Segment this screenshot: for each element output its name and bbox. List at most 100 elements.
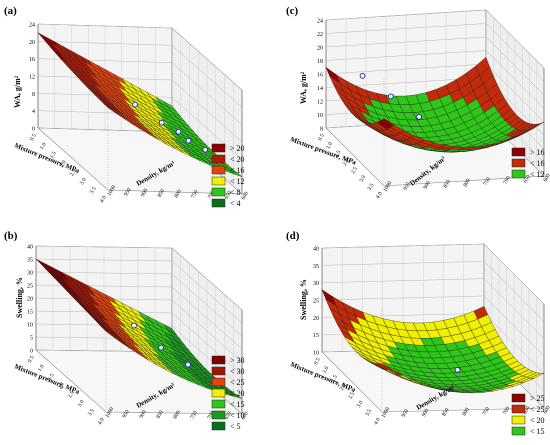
z-tick-label: 10 xyxy=(27,323,33,329)
legend: > 16 < 16 < 12 xyxy=(511,147,545,179)
legend-label: < 20 xyxy=(230,389,245,398)
data-point xyxy=(454,367,461,373)
legend-label: < 8 xyxy=(230,188,241,197)
x-tick-label: 2.0 xyxy=(57,381,66,390)
y-tick-label: 1000 xyxy=(383,180,394,193)
data-point xyxy=(175,128,182,135)
data-point xyxy=(416,113,423,120)
legend-swatch xyxy=(211,366,226,376)
z-tick-label: 20 xyxy=(313,316,319,322)
gridline xyxy=(35,258,243,324)
gridline xyxy=(37,93,243,160)
surface xyxy=(37,32,243,177)
panel-a: (a) 0 4 8 12 16 20 24 0.51.01.52.02.53.03.54.0… xyxy=(4,5,250,208)
legend-swatch xyxy=(211,198,226,208)
data-point xyxy=(185,361,191,368)
y-tick-label: 750 xyxy=(190,189,199,199)
gridline xyxy=(325,23,545,82)
z-tick-label: 15 xyxy=(313,333,319,339)
panel-label: (b) xyxy=(4,230,18,242)
legend-label: < 4 xyxy=(230,199,241,208)
data-point xyxy=(359,72,366,79)
legend-swatch xyxy=(511,415,526,425)
legend-swatch xyxy=(211,421,226,431)
z-tick-label: 18 xyxy=(317,59,323,65)
z-tick-label: 0 xyxy=(32,127,35,133)
z-tick-label: 12 xyxy=(317,100,323,106)
x-tick-label: 1.0 xyxy=(39,142,48,151)
y-tick-label: 800 xyxy=(463,178,472,188)
z-tick-label: 20 xyxy=(29,40,35,46)
x-tick-label: 2.0 xyxy=(342,158,351,167)
legend-swatch xyxy=(211,355,226,365)
z-tick-label: 25 xyxy=(27,284,33,290)
legend-swatch xyxy=(211,388,226,398)
legend-swatch xyxy=(211,143,226,153)
x-tick-label: 4.0 xyxy=(375,191,384,200)
panel-c: (c) 8 10 12 14 16 18 20 22 24 0.51.01.52.02.53.0… xyxy=(286,5,550,200)
y-tick-label: 900 xyxy=(423,180,432,190)
legend-label: < 15 xyxy=(230,400,245,409)
legend-label: < 15 xyxy=(530,427,545,436)
y-tick-label: 650 xyxy=(522,405,531,415)
x-tick-label: 3.0 xyxy=(356,400,365,409)
legend: > 30 < 30 < 25 < 20 < 15 < 10 < 5 xyxy=(211,355,245,431)
surface xyxy=(325,57,545,153)
x-tick-labels: 0.51.01.52.02.53.03.54.0 xyxy=(313,357,382,426)
z-tick-label: 20 xyxy=(27,297,33,303)
z-tick-label: 40 xyxy=(313,247,319,253)
z-tick-label: 10 xyxy=(317,113,323,119)
gridline xyxy=(325,9,545,69)
z-tick-label: 16 xyxy=(317,73,323,79)
panel-b: (b) 0 5 10 15 20 25 30 35 40 0.51.01.52.02.53.03… xyxy=(4,230,250,431)
gridline xyxy=(321,278,545,339)
x-tick-label: 1.5 xyxy=(330,374,339,383)
legend: > 25 < 25 < 20 < 15 xyxy=(511,393,545,436)
legend-swatch xyxy=(211,377,226,387)
z-tick-label: 35 xyxy=(27,258,33,264)
y-tick-label: 600 xyxy=(241,191,250,201)
y-tick-labels: 1000 950 900 850 800 750 700 650 600 xyxy=(383,173,550,193)
legend-swatch xyxy=(211,187,226,197)
z-tick-label: 30 xyxy=(27,271,33,277)
x-tick-label: 1.5 xyxy=(334,149,343,158)
y-tick-label: 850 xyxy=(443,179,452,189)
z-tick-label: 25 xyxy=(313,299,319,305)
z-tick-label: 22 xyxy=(317,32,323,38)
z-tick-label: 24 xyxy=(317,19,323,25)
gridline xyxy=(321,243,545,305)
y-tick-label: 600 xyxy=(543,173,550,183)
x-tick-label: 1.0 xyxy=(37,364,46,373)
x-tick-label: 3.5 xyxy=(89,186,98,195)
gridline xyxy=(35,245,243,311)
x-tick-label: 3.0 xyxy=(359,174,368,183)
legend-label: < 12 xyxy=(530,170,545,179)
z-tick-label: 35 xyxy=(313,264,319,270)
y-tick-label: 900 xyxy=(421,408,430,418)
legend-swatch xyxy=(211,154,226,164)
y-tick-labels: 1000 950 900 850 800 750 700 650 600 xyxy=(105,406,250,421)
y-tick-label: 950 xyxy=(122,409,131,419)
legend-swatch xyxy=(211,165,226,175)
y-tick-label: 850 xyxy=(157,188,166,198)
z-tick-label: 16 xyxy=(29,57,35,63)
x-tick-label: 0.5 xyxy=(29,133,38,142)
x-tick-label: 3.5 xyxy=(365,408,374,417)
surface-cell xyxy=(380,118,395,128)
y-tick-label: 800 xyxy=(174,189,183,199)
x-tick-label: 4.0 xyxy=(97,417,106,426)
legend: > 20 < 20 < 16 < 12 < 8 < 4 xyxy=(211,143,245,208)
gridline xyxy=(37,23,243,91)
x-tick-label: 3.5 xyxy=(87,408,96,417)
z-tick-label: 8 xyxy=(320,127,323,133)
y-tick-label: 900 xyxy=(140,188,149,198)
y-tick-label: 700 xyxy=(502,406,511,416)
gridline xyxy=(35,271,243,337)
legend-label: < 5 xyxy=(230,422,241,431)
z-tick-label: 5 xyxy=(30,336,33,342)
z-tick-labels: 10 15 20 25 30 35 40 xyxy=(313,247,319,357)
z-tick-labels: 0 4 8 12 16 20 24 xyxy=(29,23,35,133)
y-tick-labels: 1000 950 900 850 800 750 700 650 600 xyxy=(381,405,550,419)
y-tick-label: 600 xyxy=(543,405,550,415)
z-axis-label: WA, g/m² xyxy=(13,75,22,108)
